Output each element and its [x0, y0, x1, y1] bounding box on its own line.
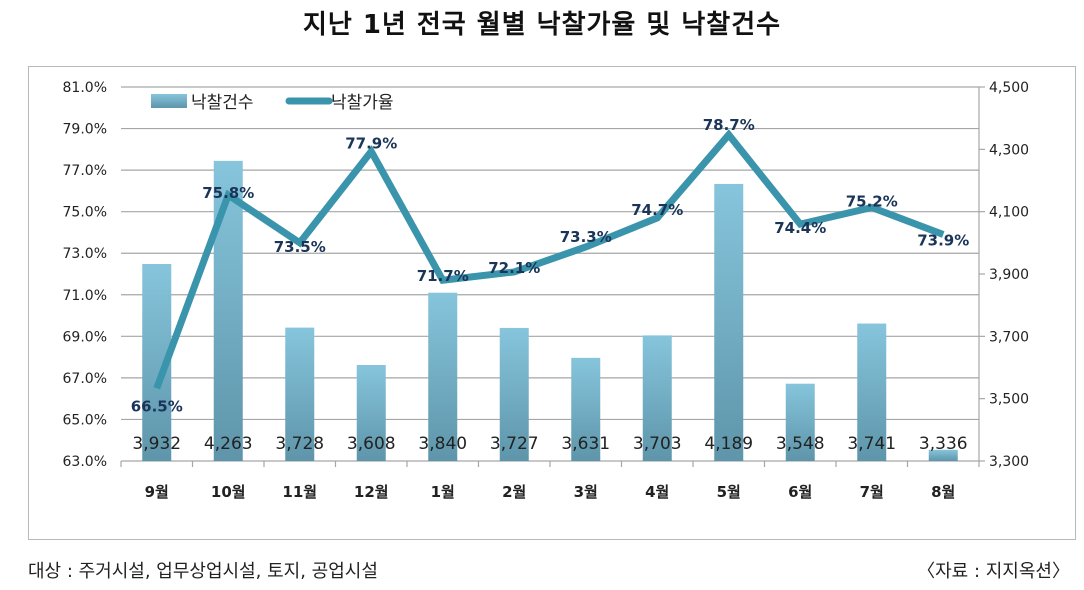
left-axis-tick-label: 75.0%: [63, 205, 107, 221]
line-data-labels: 66.5% 75.8% 73.5% 77.9% 71.7% 72.1% 73.3% 74.7%…: [131, 116, 970, 415]
line-data-label: 75.2%: [846, 193, 898, 211]
bar-data-label: 3,727: [490, 434, 539, 454]
bar-data-label: 3,703: [633, 434, 682, 454]
scope-note: 대상 : 주거시설, 업무상업시설, 토지, 공업시설: [28, 561, 378, 582]
x-axis-tick-label: 5월: [717, 483, 741, 501]
x-axis-tick-label: 3월: [574, 483, 598, 501]
left-axis-tick-label: 79.0%: [63, 122, 107, 138]
bar-8월: [928, 449, 958, 461]
x-axis-tick-label: 12월: [354, 483, 389, 501]
bar-5월: [714, 183, 744, 461]
line-data-label: 71.7%: [417, 267, 469, 285]
left-axis-tick-label: 63.0%: [63, 454, 107, 470]
line-data-label: 66.5%: [131, 397, 183, 415]
x-axis-tick-label: 6월: [788, 483, 812, 501]
left-axis-tick-label: 77.0%: [63, 163, 107, 179]
bar-data-label: 3,336: [919, 434, 968, 454]
legend: 낙찰건수 낙찰가율: [151, 93, 394, 113]
right-axis-tick-label: 3,900: [989, 267, 1029, 283]
x-axis-tick-label: 8월: [931, 483, 955, 501]
bar-2월: [499, 327, 529, 461]
line-data-label: 78.7%: [703, 116, 755, 134]
right-axis-tick-label: 3,700: [989, 329, 1029, 345]
bar-data-label: 3,728: [275, 434, 324, 454]
bar-data-label: 4,189: [704, 434, 753, 454]
right-axis-tick-label: 4,500: [989, 80, 1029, 96]
x-axis-tick-label: 9월: [145, 483, 169, 501]
left-axis-tick-label: 69.0%: [63, 329, 107, 345]
bar-1월: [428, 292, 458, 461]
left-axis-tick-label: 81.0%: [63, 80, 107, 96]
right-axis-tick-label: 4,100: [989, 205, 1029, 221]
bar-10월: [213, 160, 243, 461]
x-axis-tick-label: 10월: [211, 483, 246, 501]
rate-line: [153, 129, 945, 390]
left-axis-tick-label: 67.0%: [63, 371, 107, 387]
bar-series: [142, 160, 958, 461]
line-data-label: 72.1%: [488, 259, 540, 277]
chart-frame: 3,932 4,263 3,728 3,608 3,840 3,727 3,631 3,703…: [28, 66, 1076, 540]
x-axis-tick-label: 4월: [645, 483, 669, 501]
line-series: [153, 129, 945, 390]
right-axis-tick-label: 4,300: [989, 142, 1029, 158]
bar-4월: [642, 335, 672, 461]
legend-label-rate: 낙찰가율: [331, 93, 394, 113]
x-axis-tick-label: 11월: [282, 483, 317, 501]
gridlines: [121, 86, 979, 462]
line-data-label: 73.3%: [560, 228, 612, 246]
bar-data-label: 3,631: [561, 434, 610, 454]
bar-6월: [785, 383, 815, 461]
bar-data-label: 3,548: [776, 434, 825, 454]
bar-data-labels: 3,932 4,263 3,728 3,608 3,840 3,727 3,631 3,703…: [132, 434, 967, 454]
legend-bar-swatch: [151, 94, 187, 108]
line-data-label: 77.9%: [345, 134, 397, 152]
line-data-label: 73.9%: [917, 232, 969, 250]
axes: 63.0% 65.0% 67.0% 69.0% 71.0% 73.0% 75.0% 77.0%…: [63, 80, 1030, 501]
combo-chart: 3,932 4,263 3,728 3,608 3,840 3,727 3,631 3,703…: [63, 80, 1030, 501]
right-axis-tick-label: 3,300: [989, 454, 1029, 470]
left-axis-tick-label: 73.0%: [63, 246, 107, 262]
line-data-label: 75.8%: [202, 184, 254, 202]
bar-data-label: 4,263: [204, 434, 253, 454]
bar-data-label: 3,840: [418, 434, 467, 454]
line-data-label: 73.5%: [274, 238, 326, 256]
x-axis-tick-label: 1월: [431, 483, 455, 501]
line-data-label: 74.4%: [774, 219, 826, 237]
bar-data-label: 3,608: [347, 434, 396, 454]
bar-data-label: 3,932: [132, 434, 181, 454]
legend-label-count: 낙찰건수: [191, 93, 254, 113]
bar-11월: [285, 327, 315, 461]
right-axis-tick-label: 3,500: [989, 392, 1029, 408]
x-axis-tick-label: 7월: [860, 483, 884, 501]
left-axis-tick-label: 65.0%: [63, 412, 107, 428]
bar-data-label: 3,741: [847, 434, 896, 454]
bar-7월: [857, 323, 887, 461]
bar-3월: [571, 357, 601, 461]
left-axis-tick-label: 71.0%: [63, 288, 107, 304]
line-data-label: 74.7%: [631, 201, 683, 219]
source-note: 〈자료 : 지지옥션〉: [917, 561, 1070, 582]
bar-12월: [356, 365, 386, 461]
x-axis-tick-label: 2월: [502, 483, 526, 501]
chart-title: 지난 1년 전국 월별 낙찰가율 및 낙찰건수: [302, 10, 782, 40]
